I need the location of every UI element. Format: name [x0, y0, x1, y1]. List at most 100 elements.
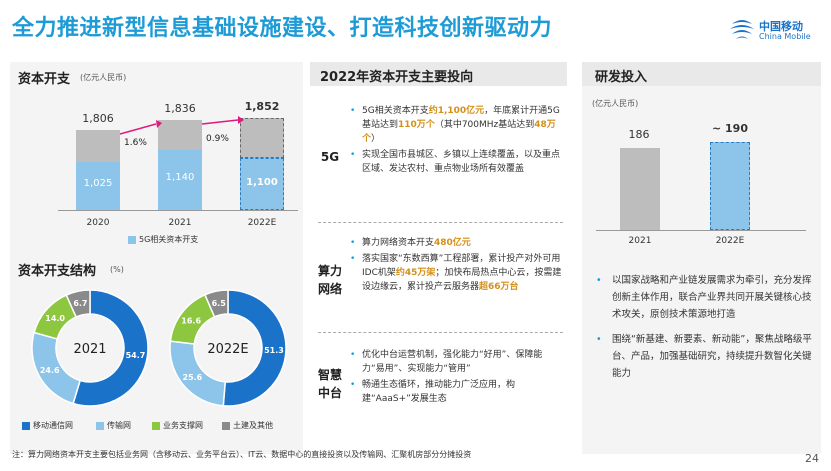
total-label-2022e: 1,852	[244, 100, 280, 113]
legend-swatch	[22, 421, 30, 430]
legend-label: 土建及其他	[233, 421, 273, 430]
bar-5g-2020: 1,025	[76, 162, 120, 210]
list-item: 算力网络资本开支480亿元	[348, 236, 563, 250]
donut-slice-label: 6.5	[212, 299, 227, 308]
highlight: 约1,100亿元	[428, 106, 485, 116]
china-mobile-logo: 中国移动 China Mobile	[727, 14, 822, 50]
donut-slice-label: 51.3	[264, 346, 284, 355]
rd-unit: (亿元人民币)	[592, 99, 639, 108]
donut-slice	[65, 289, 91, 318]
legend-swatch	[222, 421, 230, 430]
separator	[318, 222, 563, 223]
bar-other-2020	[76, 130, 120, 162]
total-label-2020: 1,806	[82, 112, 114, 125]
logo-en: China Mobile	[759, 32, 811, 41]
rd-bullets: 以国家战略和产业链发展需求为牵引，充分发挥创新主体作用，联合产业界共同开展关键核…	[590, 272, 815, 390]
text: ；加快布局热点中心云，按需建设边缘云，累计投产云服务器	[362, 268, 562, 292]
x-label-2020: 2020	[86, 218, 110, 228]
page-title: 全力推进新型信息基础设施建设、打造科技创新驱动力	[12, 16, 553, 41]
list-item: 以国家战略和产业链发展需求为牵引，充分发挥创新主体作用，联合产业界共同开展关键核…	[590, 272, 815, 323]
x-label-2021: 2021	[168, 218, 192, 228]
china-mobile-logo-icon	[730, 20, 754, 39]
text: （其中700MHz基站达到	[434, 120, 535, 130]
rd-label-2022e: ~ 190	[711, 122, 748, 135]
total-label-2021: 1,836	[164, 102, 196, 115]
list-middle-platform: 优化中台运营机制，强化能力“好用”、保障能力“易用”、实现能力“管用” 畅通生态…	[348, 348, 563, 408]
fiveg-label-2020: 1,025	[83, 178, 113, 189]
list-item: 优化中台运营机制，强化能力“好用”、保障能力“易用”、实现能力“管用”	[348, 348, 563, 376]
text: ，年底累计开通5G基站达到	[362, 106, 560, 130]
growth-arrow-2	[201, 116, 244, 125]
donut-center-label: 2021	[73, 342, 106, 357]
donut-slice	[222, 289, 287, 407]
donut-slice	[203, 289, 229, 318]
bar-other-2022e	[240, 118, 284, 158]
growth-label-2: 0.9%	[206, 134, 229, 144]
legend-label: 传输网	[107, 421, 131, 430]
rd-bar-2021	[620, 148, 660, 230]
donut-slice-label: 6.7	[73, 299, 87, 308]
legend-label: 移动通信网	[33, 421, 73, 430]
donut-center-label: 2022E	[207, 342, 248, 357]
rd-x-label-2021: 2021	[628, 236, 652, 246]
growth-label-1: 1.6%	[124, 138, 147, 148]
legend-swatch-5g	[128, 235, 136, 244]
donut-slice	[72, 289, 149, 407]
rd-x-label-2022e: 2022E	[715, 236, 745, 246]
list-computing: 算力网络资本开支480亿元 落实国家“东数西算”工程部署，累计投产对外可用IDC…	[348, 236, 563, 296]
legend-item-transport: 传输网	[96, 420, 131, 431]
legend-swatch	[152, 421, 160, 430]
text: 算力网络资本开支	[362, 238, 435, 248]
capex-unit: (亿元人民币)	[80, 73, 127, 82]
legend-item-civil: 土建及其他	[222, 420, 273, 431]
donut-2021: 54.7 24.6 14.0 6.7 2021	[31, 289, 149, 407]
list-item: 畅通生态循环，推动能力广泛应用，构建“AaaS+”发展生态	[348, 378, 563, 406]
rd-title: 研发投入	[595, 70, 648, 85]
structure-title: 资本开支结构	[18, 264, 97, 279]
highlight: 48万个	[362, 120, 556, 144]
structure-unit: (%)	[110, 265, 124, 274]
capex-legend: 5G相关资本开支	[128, 234, 198, 245]
bar-5g-2022e: 1,100	[240, 158, 284, 210]
bar-other-2021	[158, 120, 202, 150]
text: 落实国家“东数西算”工程部署，累计投产对外可用IDC机架	[362, 254, 561, 278]
fiveg-label-2022e: 1,100	[246, 177, 278, 188]
text: ）	[371, 134, 381, 144]
category-middle-platform: 智慧 中台	[317, 368, 342, 400]
donut-charts: 54.7 24.6 14.0 6.7 2021 51.3 25.6 16.6 6.5 2022E	[31, 289, 287, 407]
highlight: 超66万台	[479, 282, 519, 292]
structure-legend: 移动通信网 传输网 业务支撑网 土建及其他	[18, 420, 303, 434]
legend-label: 业务支撑网	[163, 421, 203, 430]
category-computing: 算力 网络	[317, 264, 342, 296]
highlight: 约45万架	[395, 268, 436, 278]
fiveg-label-2021: 1,140	[165, 172, 195, 183]
capex-title: 资本开支	[18, 72, 71, 87]
category-5g: 5G	[320, 150, 340, 164]
legend-label-5g: 5G相关资本开支	[139, 235, 199, 244]
bar-5g-2021: 1,140	[158, 150, 202, 210]
list-item: 围绕“新基建、新要素、新动能”，聚焦战略级平台、产品，加强基础研究，持续提升数智…	[590, 331, 815, 382]
growth-arrow-1	[119, 120, 162, 135]
donut-slice-label: 14.0	[45, 314, 65, 323]
text: 5G相关资本开支	[362, 106, 429, 116]
page-number: 24	[805, 452, 819, 465]
legend-item-service: 业务支撑网	[152, 420, 203, 431]
x-label-2022e: 2022E	[247, 218, 277, 228]
logo-cn: 中国移动	[759, 20, 803, 33]
legend-item-mobile: 移动通信网	[22, 420, 73, 431]
rd-bar-2022e	[710, 142, 750, 230]
donut-2022e: 51.3 25.6 16.6 6.5 2022E	[169, 289, 287, 407]
donut-slice-label: 25.6	[182, 373, 202, 382]
capex-chart: 1,806 1,025 1,836 1,140 1,852 1,100 1.6%…	[18, 90, 298, 250]
donut-slice-label: 24.6	[40, 366, 60, 375]
footnote: 注：算力网络资本开支主要包括业务网（含移动云、业务平台云）、IT云、数据中心的直…	[12, 450, 472, 459]
legend-swatch	[96, 421, 104, 430]
donut-slice-label: 16.6	[181, 316, 201, 325]
list-item: 落实国家“东数西算”工程部署，累计投产对外可用IDC机架约45万架；加快布局热点…	[348, 252, 563, 294]
middle-header: 2022年资本开支主要投向	[310, 62, 567, 86]
right-panel	[582, 62, 821, 454]
highlight: 110万个	[398, 120, 435, 130]
list-item: 5G相关资本开支约1,100亿元，年底累计开通5G基站达到110万个（其中700…	[348, 104, 563, 146]
separator	[318, 332, 563, 333]
highlight: 480亿元	[434, 238, 471, 248]
